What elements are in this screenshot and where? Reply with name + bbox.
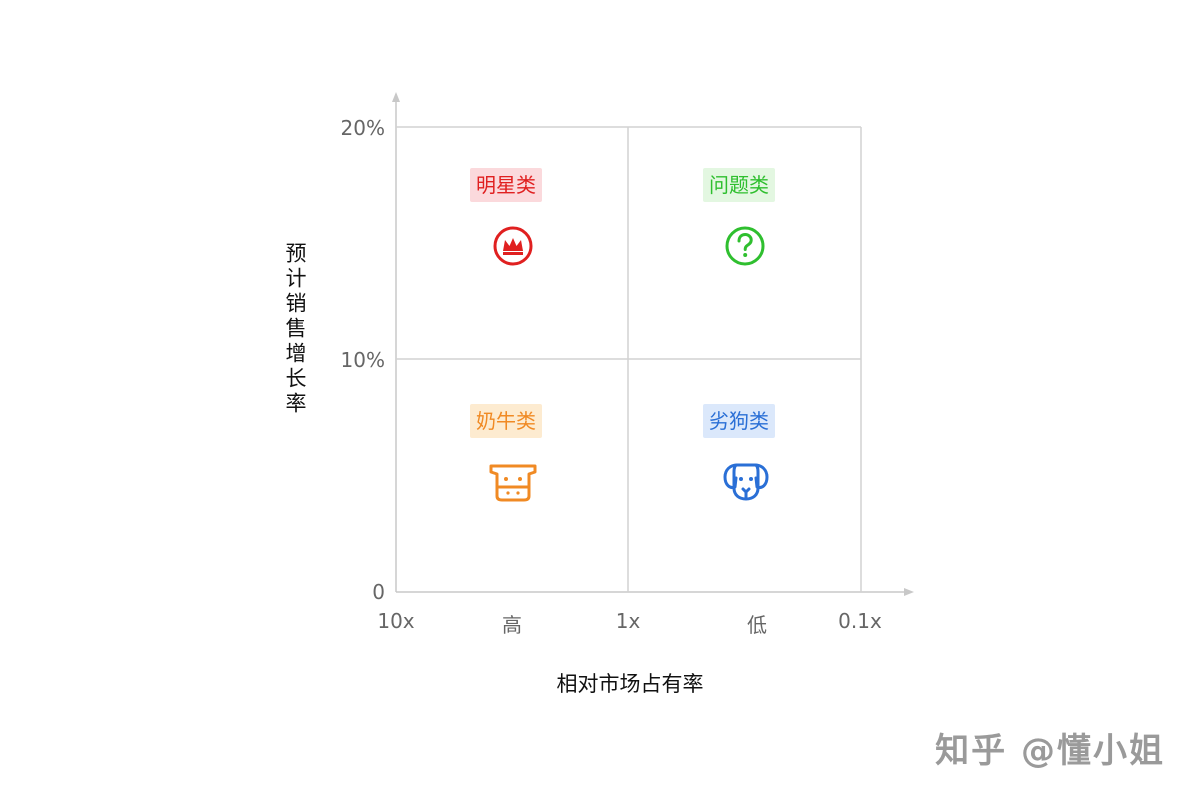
x-axis-arrow — [904, 588, 914, 596]
dog-quadrant-label: 劣狗类 — [703, 404, 775, 438]
crown-circle-icon — [493, 226, 533, 266]
y-tick-label: 10% — [340, 348, 385, 372]
watermark: 知乎 @懂小姐 — [935, 731, 1165, 771]
x-axis-title: 相对市场占有率 — [556, 672, 704, 696]
cow-quadrant-label: 奶牛类 — [470, 404, 542, 438]
y-tick-label: 0 — [372, 580, 385, 604]
question-circle-icon — [725, 226, 765, 266]
x-tick-label: 低 — [747, 613, 767, 637]
star-quadrant-label: 明星类 — [470, 168, 542, 202]
question-quadrant-label: 问题类 — [703, 168, 775, 202]
y-tick-label: 20% — [340, 116, 385, 140]
dog-icon — [723, 463, 769, 501]
x-tick-label: 高 — [502, 613, 522, 637]
x-tick-label: 0.1x — [838, 609, 882, 633]
y-axis-arrow — [392, 92, 400, 102]
x-tick-label: 10x — [377, 609, 415, 633]
x-tick-label: 1x — [615, 609, 641, 633]
cow-icon — [489, 464, 537, 502]
y-axis-title: 预计销售增长率 — [283, 242, 307, 417]
